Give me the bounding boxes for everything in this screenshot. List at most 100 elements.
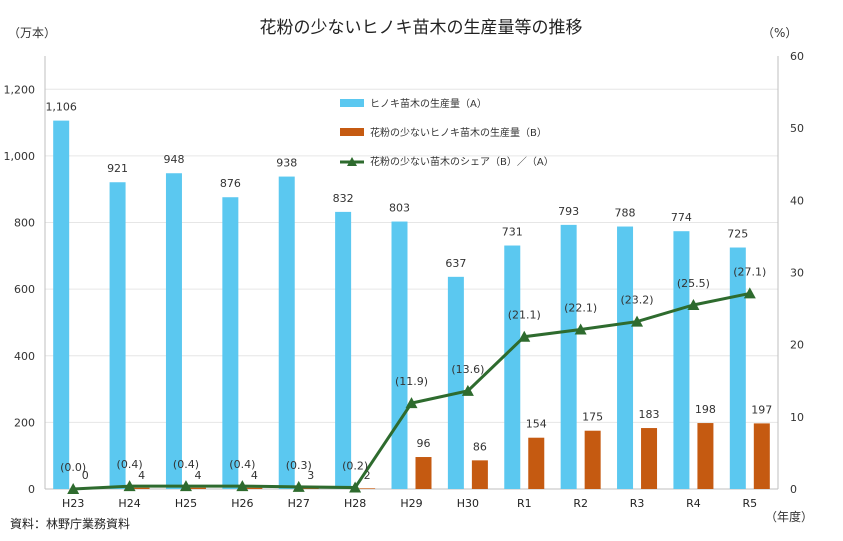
data-label-a: 788 <box>615 207 636 220</box>
share-label: (23.2) <box>620 294 653 307</box>
share-marker <box>461 384 474 396</box>
bar-production-b <box>133 487 150 489</box>
share-marker <box>179 480 192 492</box>
bar-production-a <box>560 224 577 489</box>
bar-production-a <box>729 247 746 489</box>
right-tick-label: 20 <box>790 339 804 352</box>
x-tick-label: R1 <box>517 497 532 510</box>
bar-production-b <box>302 488 319 489</box>
left-tick-label: 800 <box>14 217 35 230</box>
share-marker <box>743 287 756 299</box>
data-label-a: 793 <box>558 205 579 218</box>
legend-marker <box>347 157 357 166</box>
legend-swatch-a <box>340 99 364 107</box>
share-label: (0.3) <box>286 459 312 472</box>
legend-label-b: 花粉の少ないヒノキ苗木の生産量（B） <box>370 126 547 139</box>
bar-production-a <box>335 211 352 489</box>
left-tick-label: 200 <box>14 416 35 429</box>
x-tick-label: H27 <box>288 497 310 510</box>
bar-production-b <box>189 487 206 489</box>
bar-production-a <box>617 226 634 489</box>
share-label: (22.1) <box>564 302 597 315</box>
bar-production-b <box>246 487 263 489</box>
right-axis-unit: （%） <box>762 26 797 40</box>
data-label-a: 725 <box>727 228 748 241</box>
x-tick-label: H25 <box>175 497 197 510</box>
x-tick-label: H30 <box>457 497 479 510</box>
data-label-b: 2 <box>364 469 371 482</box>
right-tick-label: 50 <box>790 122 804 135</box>
x-tick-label: R3 <box>630 497 645 510</box>
right-axis-ticks: 0 10 20 30 40 50 60 <box>790 50 804 496</box>
left-tick-label: 1,000 <box>4 150 36 163</box>
legend: ヒノキ苗木の生産量（A） 花粉の少ないヒノキ苗木の生産量（B） 花粉の少ない苗木のシ… <box>340 97 554 168</box>
bar-production-b <box>528 437 545 489</box>
bar-production-a <box>391 221 408 489</box>
x-tick-label: R4 <box>686 497 701 510</box>
legend-swatch-b <box>340 128 364 136</box>
share-label: (0.2) <box>342 460 368 473</box>
data-label-b: 86 <box>473 440 487 453</box>
share-marker <box>349 481 362 493</box>
bar-production-b <box>697 423 714 489</box>
bar-production-b <box>415 457 432 489</box>
share-marker <box>631 315 644 327</box>
share-marker <box>236 480 249 492</box>
bar-production-a <box>53 120 70 490</box>
share-marker <box>67 483 80 494</box>
left-axis-ticks: 0 200 400 600 800 1,000 1,200 <box>4 83 36 496</box>
data-label-b: 96 <box>417 437 431 450</box>
share-label: (25.5) <box>677 277 710 290</box>
share-marker <box>687 298 700 310</box>
data-label-a: 774 <box>671 211 692 224</box>
share-marker <box>123 480 136 492</box>
right-tick-label: 30 <box>790 267 804 280</box>
data-label-a: 731 <box>502 226 523 239</box>
bar-series: 1,106 0 921 4 948 4 876 4 938 3 832 2 803 96 637 86 731 1… <box>45 101 772 490</box>
bar-production-a <box>673 231 690 489</box>
share-label: (0.4) <box>173 458 199 471</box>
data-label-a: 832 <box>333 192 354 205</box>
share-label: (11.9) <box>395 375 428 388</box>
data-label-b: 197 <box>751 403 772 416</box>
share-marker <box>574 323 587 335</box>
data-label-a: 938 <box>276 157 297 170</box>
share-label: (21.1) <box>508 309 541 322</box>
x-tick-label: R2 <box>573 497 588 510</box>
data-label-a: 876 <box>220 177 241 190</box>
data-label-b: 175 <box>582 411 603 424</box>
data-label-b: 4 <box>138 469 145 482</box>
data-label-a: 1,106 <box>45 101 77 114</box>
data-label-a: 948 <box>163 153 184 166</box>
left-tick-label: 400 <box>14 350 35 363</box>
legend-label-a: ヒノキ苗木の生産量（A） <box>370 97 487 110</box>
bar-production-a <box>504 245 521 489</box>
share-label: (0.0) <box>60 461 86 474</box>
data-label-b: 3 <box>307 469 314 482</box>
data-label-a: 803 <box>389 202 410 215</box>
x-tick-label: H28 <box>344 497 366 510</box>
left-tick-label: 600 <box>14 283 35 296</box>
data-label-b: 0 <box>82 469 89 482</box>
share-marker <box>518 330 531 342</box>
data-label-b: 183 <box>639 408 660 421</box>
bar-production-a <box>109 182 126 490</box>
x-axis-unit: （年度） <box>765 509 813 524</box>
data-label-b: 154 <box>526 418 547 431</box>
x-tick-label: H23 <box>62 497 84 510</box>
x-axis-ticks: H23 H24 H25 H26 H27 H28 H29 H30 R1 R2 R3 R4 R5 <box>62 497 757 510</box>
data-label-a: 921 <box>107 162 128 175</box>
chart-title: 花粉の少ないヒノキ苗木の生産量等の推移 <box>260 18 583 38</box>
x-tick-label: R5 <box>742 497 757 510</box>
axes <box>44 56 779 490</box>
data-label-a: 637 <box>445 257 466 270</box>
share-label: (0.4) <box>229 458 255 471</box>
bar-production-a <box>278 176 295 489</box>
left-axis-unit: （万本） <box>8 26 56 40</box>
share-marker <box>292 480 305 492</box>
right-tick-label: 60 <box>790 50 804 63</box>
right-tick-label: 10 <box>790 411 804 424</box>
share-label: (13.6) <box>451 363 484 376</box>
x-tick-label: H29 <box>400 497 422 510</box>
